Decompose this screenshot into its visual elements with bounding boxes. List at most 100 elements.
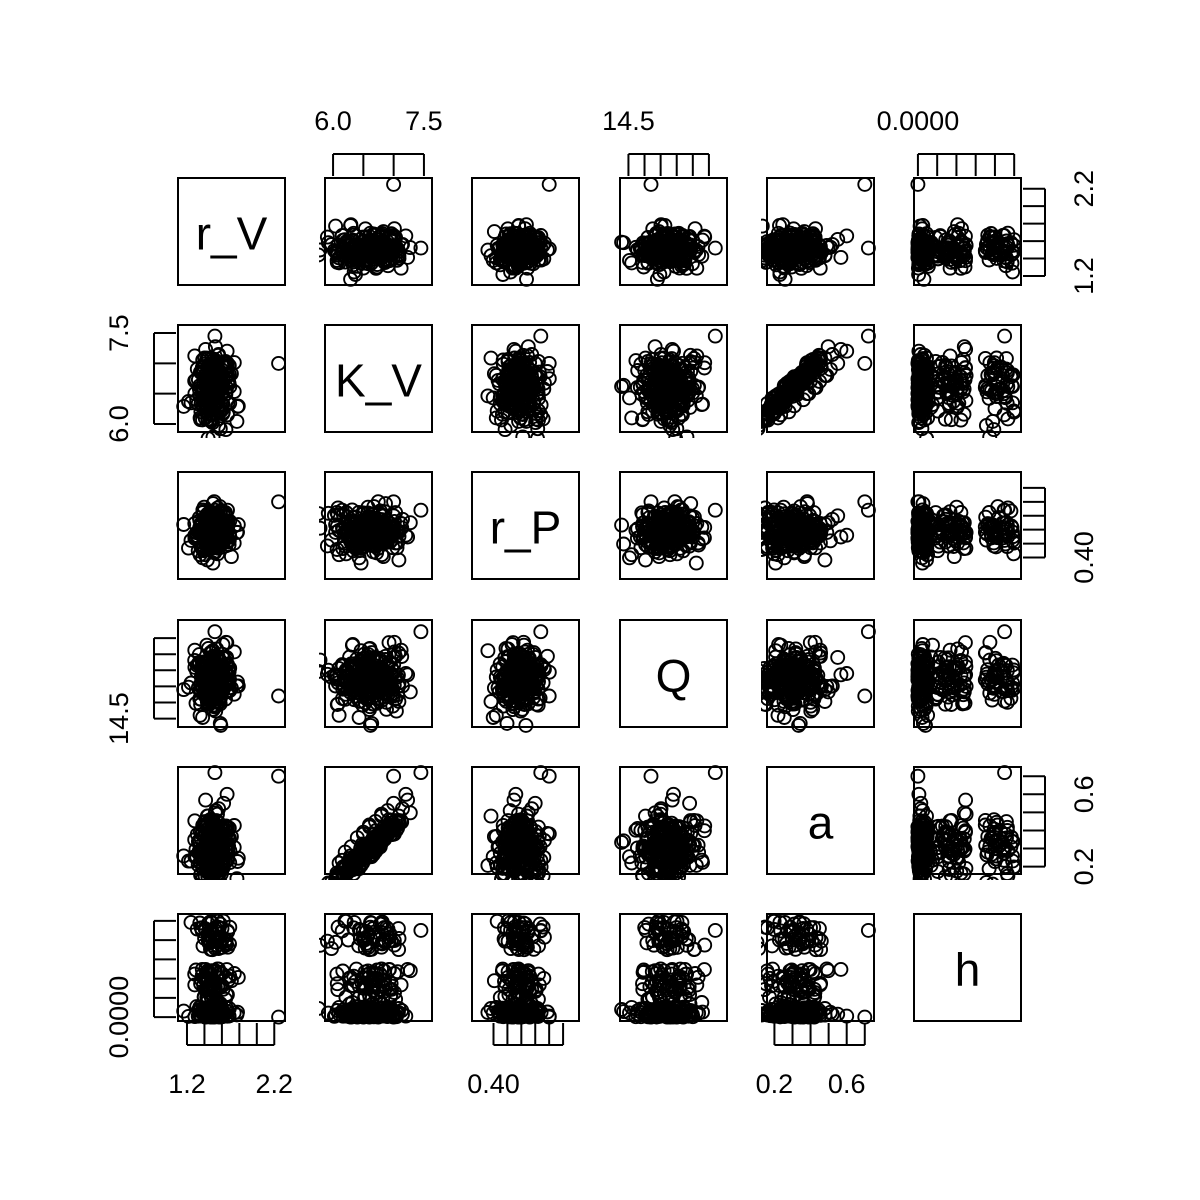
data-point	[958, 341, 974, 357]
data-point	[230, 674, 245, 690]
data-point	[338, 524, 354, 540]
data-point	[656, 247, 672, 263]
data-point	[387, 649, 403, 664]
data-point	[798, 244, 814, 260]
panel-r_V-vs-K_V	[319, 176, 433, 287]
data-point	[1000, 500, 1016, 516]
data-point	[215, 389, 231, 405]
data-point	[808, 221, 823, 237]
data-point	[707, 240, 723, 256]
data-point	[685, 385, 701, 401]
data-point	[209, 641, 225, 657]
data-point	[986, 422, 1002, 438]
data-point	[860, 624, 876, 640]
data-point	[911, 394, 927, 409]
data-point	[911, 267, 927, 282]
data-point	[812, 649, 828, 664]
data-point	[505, 376, 521, 392]
data-point	[533, 397, 549, 413]
data-point	[817, 552, 833, 568]
data-point	[649, 245, 665, 261]
panel-frame	[913, 177, 1022, 286]
data-point	[205, 429, 221, 438]
data-point	[956, 381, 972, 397]
data-point	[707, 328, 723, 344]
data-point	[331, 707, 347, 723]
data-point	[319, 652, 328, 668]
panel-frame	[766, 324, 875, 433]
data-point	[987, 401, 1003, 417]
data-point	[788, 646, 804, 662]
data-point	[860, 328, 876, 344]
data-point	[413, 240, 429, 256]
data-point	[200, 527, 216, 543]
data-point	[670, 232, 686, 248]
data-point	[343, 218, 358, 233]
data-point	[644, 358, 660, 374]
data-point	[533, 658, 549, 674]
data-point	[624, 410, 640, 426]
data-point	[857, 355, 873, 371]
data-point	[413, 624, 429, 640]
data-point	[660, 412, 676, 428]
data-point	[656, 381, 672, 397]
panel-frame	[913, 324, 1022, 433]
data-point	[860, 502, 876, 518]
data-point	[812, 535, 828, 551]
data-point	[782, 247, 798, 263]
data-point	[508, 247, 524, 263]
data-point	[915, 532, 931, 548]
points-group	[910, 176, 1022, 287]
data-point	[657, 218, 673, 233]
data-point	[517, 644, 533, 660]
panel-frame	[471, 471, 580, 580]
data-point	[520, 339, 536, 355]
points-group	[480, 624, 557, 733]
data-point	[743, 244, 756, 257]
data-point	[943, 412, 959, 428]
panel-K_V-vs-a	[761, 324, 876, 436]
data-point	[664, 351, 680, 367]
panel-r_P-vs-Q	[614, 471, 728, 580]
data-point	[413, 502, 429, 518]
data-point	[500, 649, 516, 664]
data-point	[541, 688, 557, 704]
panel-frame	[766, 177, 875, 286]
data-point	[917, 253, 932, 268]
panel-frame	[471, 619, 580, 728]
data-point	[934, 355, 950, 370]
data-point	[541, 176, 557, 192]
data-point	[360, 522, 376, 538]
data-point	[402, 515, 418, 531]
data-point	[915, 389, 930, 405]
data-point	[857, 494, 873, 510]
data-point	[329, 671, 345, 687]
data-point	[736, 248, 749, 261]
panel-frame	[324, 619, 433, 728]
data-point	[614, 517, 630, 533]
data-point	[505, 696, 521, 712]
data-point	[488, 707, 504, 723]
data-point	[352, 661, 368, 677]
data-point	[331, 660, 347, 676]
data-point	[402, 684, 418, 700]
data-point	[643, 176, 659, 192]
points-group	[614, 328, 723, 438]
data-point	[833, 529, 849, 545]
data-point	[386, 176, 402, 192]
data-point	[775, 232, 791, 248]
points-group	[319, 624, 429, 733]
panel-Q-vs-K_V	[319, 619, 433, 733]
data-point	[803, 703, 819, 719]
data-point	[344, 502, 360, 518]
data-point	[1003, 503, 1019, 519]
data-point	[494, 412, 509, 428]
data-point	[319, 520, 328, 536]
data-point	[271, 494, 287, 510]
data-point	[480, 643, 496, 659]
data-point	[635, 412, 650, 428]
data-point	[934, 524, 950, 540]
data-point	[937, 411, 953, 427]
panel-frame	[471, 177, 580, 286]
data-point	[511, 682, 527, 698]
